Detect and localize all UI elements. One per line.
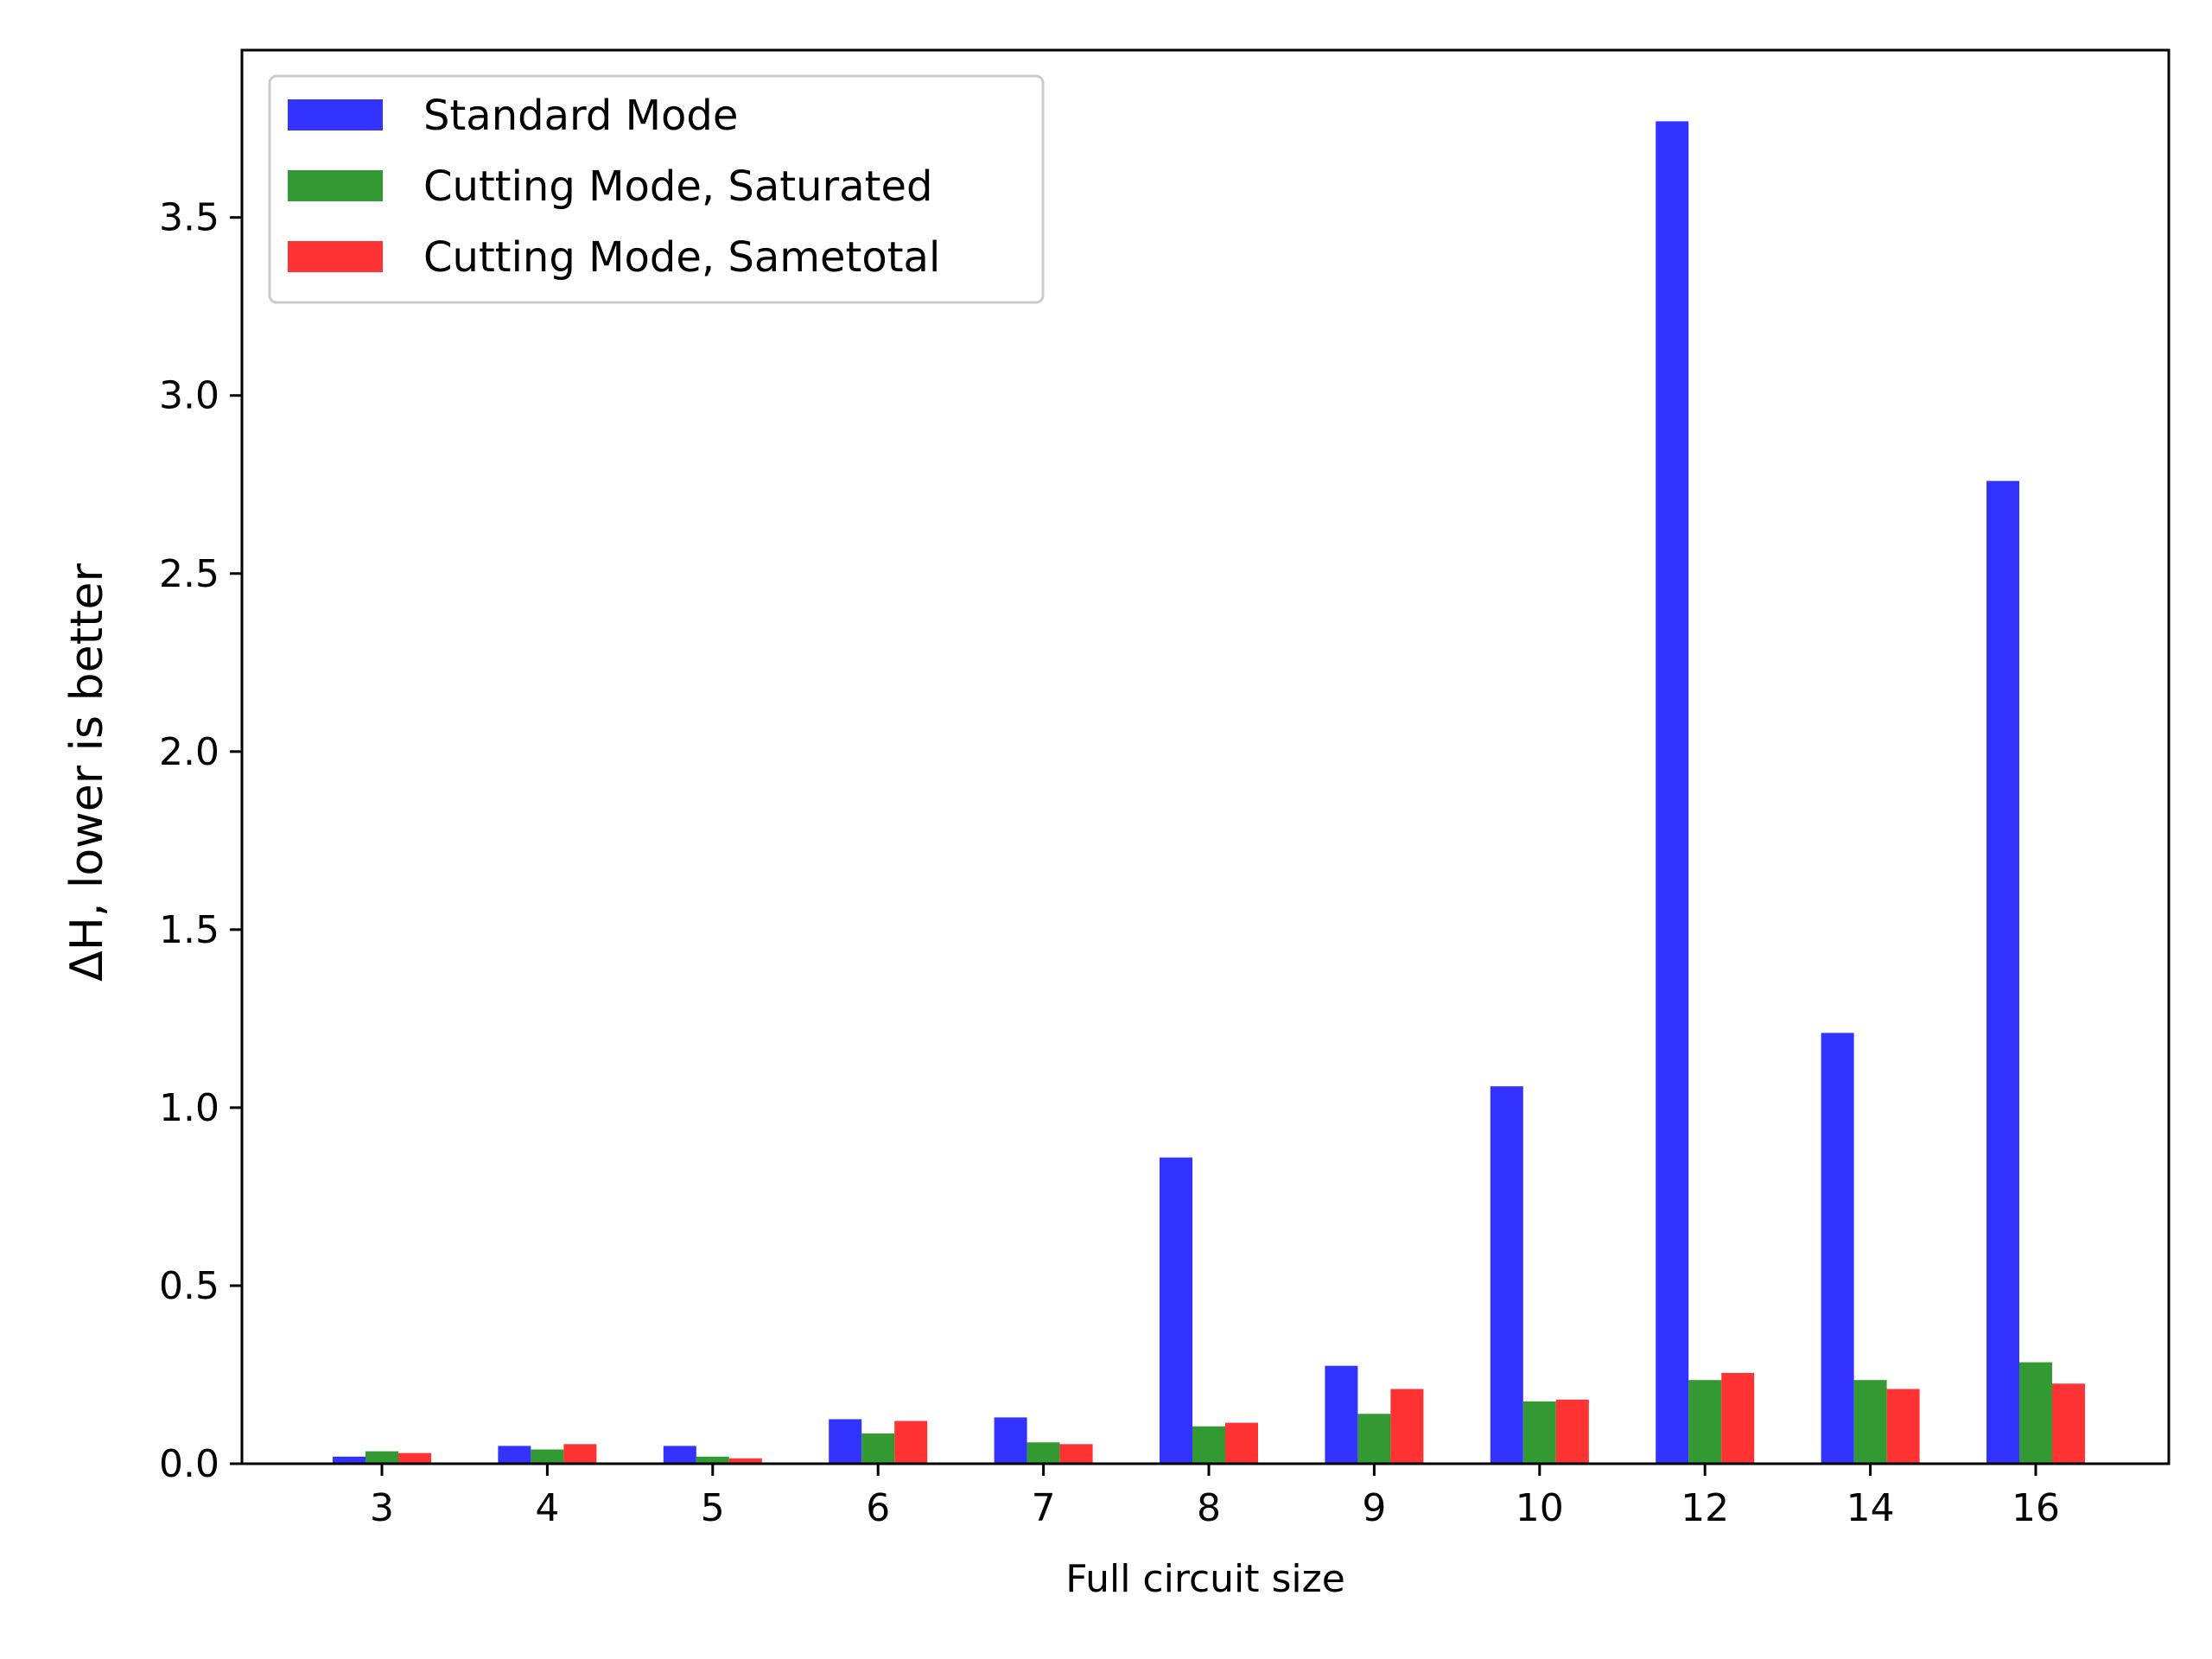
bar-1-9 (1325, 1365, 1358, 1464)
y-tick-label: 3.0 (159, 374, 219, 418)
bar-3-16 (2052, 1383, 2085, 1464)
bar-3-6 (894, 1421, 928, 1464)
legend-label-2: Cutting Mode, Saturated (423, 162, 932, 211)
bar-1-4 (498, 1446, 531, 1464)
x-tick-label: 5 (701, 1486, 725, 1530)
x-tick-label: 8 (1197, 1486, 1221, 1530)
bar-2-4 (531, 1449, 564, 1464)
bar-3-12 (1721, 1372, 1755, 1464)
bar-2-3 (365, 1451, 398, 1464)
bar-2-9 (1357, 1414, 1391, 1464)
x-axis-ticks: 3 4 5 6 7 8 9 10 12 14 16 (370, 1464, 2060, 1530)
bar-2-6 (861, 1433, 895, 1464)
bar-3-9 (1390, 1389, 1424, 1464)
bar-1-7 (994, 1417, 1027, 1464)
y-tick-label: 1.5 (159, 908, 219, 952)
legend-swatch-3 (288, 241, 383, 272)
bar-1-10 (1490, 1086, 1523, 1464)
y-tick-label: 0.0 (159, 1442, 219, 1486)
plot-frame (240, 48, 2171, 1465)
bar-1-5 (663, 1446, 696, 1464)
bar-2-8 (1192, 1426, 1225, 1464)
bar-3-10 (1555, 1399, 1589, 1464)
legend-swatch-2 (288, 170, 383, 201)
y-tick-label: 2.5 (159, 552, 219, 596)
legend: Standard Mode Cutting Mode, Saturated Cutt… (268, 74, 1045, 304)
x-tick-label: 10 (1516, 1486, 1564, 1530)
legend-box (268, 74, 1045, 304)
bar-2-5 (696, 1456, 729, 1464)
x-tick-label: 16 (2012, 1486, 2060, 1530)
bar-2-12 (1688, 1380, 1722, 1464)
legend-swatch-1 (288, 99, 383, 130)
x-tick-label: 3 (370, 1486, 394, 1530)
bar-1-6 (829, 1419, 862, 1464)
x-tick-label: 7 (1032, 1486, 1056, 1530)
bar-3-3 (398, 1452, 431, 1464)
bar-3-5 (728, 1458, 762, 1464)
x-tick-label: 14 (1847, 1486, 1895, 1530)
y-tick-label: 0.5 (159, 1264, 219, 1308)
bar-2-14 (1853, 1380, 1887, 1464)
legend-label-3: Cutting Mode, Sametotal (423, 233, 940, 282)
bar-1-16 (1986, 480, 2019, 1464)
y-tick-label: 2.0 (159, 730, 219, 774)
bar-1-3 (333, 1456, 365, 1464)
y-axis-ticks: 0.0 0.5 1.0 1.5 2.0 2.5 3.0 3.5 (159, 196, 242, 1486)
x-tick-label: 4 (535, 1486, 559, 1530)
y-tick-label: 1.0 (159, 1086, 219, 1130)
bar-2-16 (2019, 1362, 2052, 1464)
y-tick-label: 3.5 (159, 196, 219, 240)
bar-1-14 (1821, 1033, 1854, 1464)
bar-2-10 (1522, 1401, 1556, 1464)
bar-3-7 (1059, 1444, 1093, 1464)
bar-3-8 (1225, 1422, 1258, 1464)
x-tick-label: 6 (866, 1486, 890, 1530)
legend-label-1: Standard Mode (423, 92, 738, 140)
bar-3-14 (1886, 1389, 1920, 1464)
bar-3-4 (563, 1444, 597, 1464)
x-tick-label: 12 (1681, 1486, 1729, 1530)
bar-2-7 (1027, 1442, 1060, 1464)
bars-layer (333, 121, 2085, 1464)
bar-1-8 (1160, 1157, 1192, 1464)
x-axis-label: Full circuit size (1065, 1557, 1345, 1601)
y-axis-label: ΔH, lower is better (61, 563, 113, 982)
x-tick-label: 9 (1362, 1486, 1386, 1530)
bar-1-12 (1656, 121, 1689, 1464)
